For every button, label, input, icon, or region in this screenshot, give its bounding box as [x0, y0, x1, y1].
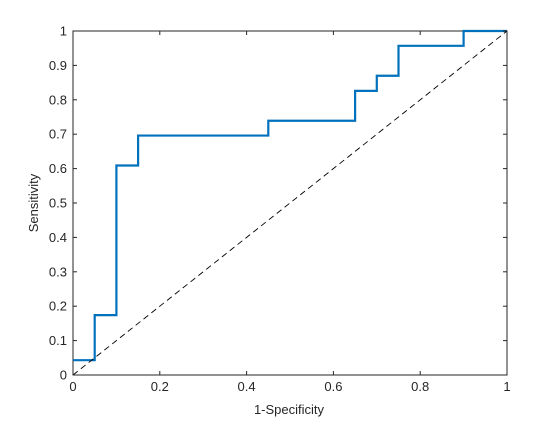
y-tick-label: 1 — [60, 24, 67, 39]
x-tick-label: 0.6 — [324, 379, 342, 394]
reference-diagonal-line — [72, 30, 508, 376]
y-tick-label: 0 — [60, 368, 67, 383]
x-tick-label: 1 — [503, 379, 510, 394]
x-tick-label: 0 — [69, 379, 76, 394]
y-axis-label: Sensitivity — [26, 173, 41, 232]
y-tick-label: 0.9 — [49, 58, 67, 73]
y-tick-label: 0.8 — [49, 92, 67, 107]
y-tick-label: 0.2 — [49, 299, 67, 314]
y-axis-ticks: 0 0.1 0.2 0.3 0.4 0.5 0.6 0.7 0.8 0.9 1 — [49, 24, 507, 383]
y-tick-label: 0.5 — [49, 196, 67, 211]
x-tick-label: 0.2 — [151, 379, 169, 394]
x-tick-label: 0.4 — [238, 379, 256, 394]
x-axis-label: 1-Specificity — [254, 402, 325, 417]
x-tick-label: 0.8 — [411, 379, 429, 394]
y-tick-label: 0.6 — [49, 161, 67, 176]
plot-area — [72, 29, 508, 376]
y-tick-label: 0.3 — [49, 264, 67, 279]
roc-curve-line — [73, 29, 507, 362]
y-tick-label: 0.1 — [49, 333, 67, 348]
y-tick-label: 0.7 — [49, 127, 67, 142]
x-axis-ticks: 0 0.2 0.4 0.6 0.8 1 — [69, 31, 511, 394]
y-tick-label: 0.4 — [49, 230, 67, 245]
